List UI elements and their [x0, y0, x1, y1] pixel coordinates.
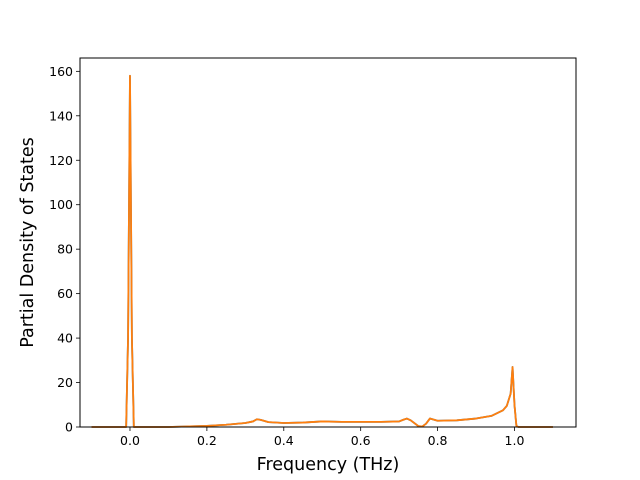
series-line-1 [91, 74, 553, 428]
x-axis-label: Frequency (THz) [257, 455, 400, 475]
y-tick-label: 40 [57, 331, 73, 346]
series-layer [91, 74, 553, 428]
y-axis-label: Partial Density of States [18, 137, 38, 348]
x-tick-label: 0.2 [197, 433, 217, 448]
y-tick-label: 20 [57, 375, 73, 390]
ticks-layer: 0.0 0.2 0.4 0.6 0.8 1.0 0 20 40 60 80 100 120 140 160 [49, 64, 524, 448]
x-tick-label: 1.0 [505, 433, 525, 448]
x-tick-label: 0.0 [120, 433, 140, 448]
y-tick-label: 100 [49, 197, 73, 212]
x-tick-label: 0.4 [274, 433, 294, 448]
y-tick-label: 60 [57, 286, 73, 301]
plot-frame [79, 57, 577, 428]
y-tick-label: 120 [49, 153, 73, 168]
x-tick-label: 0.8 [428, 433, 448, 448]
y-tick-label: 80 [57, 242, 73, 257]
x-tick-label: 0.6 [351, 433, 371, 448]
series-line-2 [91, 74, 553, 428]
y-tick-label: 160 [49, 64, 73, 79]
y-tick-label: 0 [65, 420, 73, 435]
y-tick-label: 140 [49, 108, 73, 123]
